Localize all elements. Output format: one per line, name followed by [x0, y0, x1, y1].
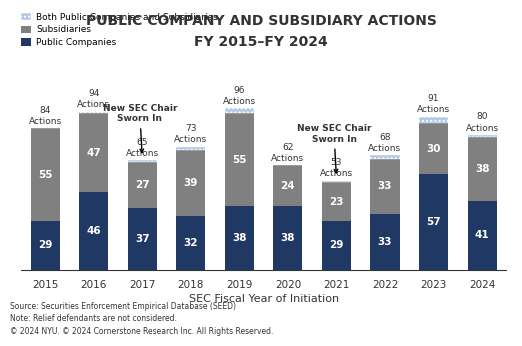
Text: 41: 41: [474, 230, 490, 240]
Text: 80
Actions: 80 Actions: [466, 112, 499, 133]
Text: FY 2015–FY 2024: FY 2015–FY 2024: [194, 35, 328, 48]
Bar: [274, 206, 302, 270]
Text: 62
Actions: 62 Actions: [271, 143, 304, 163]
Text: 37: 37: [135, 234, 150, 244]
Text: 65
Actions: 65 Actions: [126, 138, 159, 158]
Bar: [371, 214, 399, 270]
Text: 55: 55: [232, 155, 246, 164]
Text: 57: 57: [426, 217, 441, 227]
Bar: [79, 113, 108, 192]
Text: 29: 29: [329, 240, 343, 251]
Text: 73
Actions: 73 Actions: [174, 124, 207, 144]
Legend: Both Public Companies and Subsidiaries, Subsidiaries, Public Companies: Both Public Companies and Subsidiaries, …: [20, 13, 218, 47]
Text: New SEC Chair
Sworn In: New SEC Chair Sworn In: [102, 104, 177, 153]
Bar: [419, 174, 448, 270]
Bar: [176, 150, 205, 216]
Bar: [128, 160, 157, 162]
Text: Source: Securities Enforcement Empirical Database (SEED)
Note: Relief defendants: Source: Securities Enforcement Empirical…: [10, 302, 274, 336]
Bar: [128, 208, 157, 270]
Text: 94
Actions: 94 Actions: [77, 89, 110, 109]
Bar: [225, 206, 254, 270]
Bar: [176, 216, 205, 270]
Bar: [79, 192, 108, 270]
Bar: [176, 147, 205, 150]
Bar: [322, 221, 351, 270]
Text: 29: 29: [38, 240, 52, 251]
Bar: [322, 182, 351, 221]
Bar: [225, 108, 254, 113]
Bar: [322, 181, 351, 182]
Bar: [468, 135, 496, 137]
Text: 46: 46: [86, 226, 101, 236]
Text: 91
Actions: 91 Actions: [417, 94, 450, 114]
Bar: [274, 165, 302, 206]
X-axis label: SEC Fiscal Year of Initiation: SEC Fiscal Year of Initiation: [188, 294, 339, 304]
Text: 27: 27: [135, 180, 150, 190]
Text: 23: 23: [329, 197, 343, 207]
Text: 30: 30: [426, 144, 441, 154]
Text: New SEC Chair
Sworn In: New SEC Chair Sworn In: [296, 124, 371, 173]
Bar: [468, 201, 496, 270]
Bar: [31, 221, 60, 270]
Bar: [419, 117, 448, 123]
Bar: [371, 155, 399, 159]
Text: 96
Actions: 96 Actions: [223, 85, 256, 106]
Bar: [31, 128, 60, 221]
Text: 47: 47: [86, 148, 101, 158]
Bar: [225, 113, 254, 206]
Bar: [419, 123, 448, 174]
Text: 68
Actions: 68 Actions: [369, 133, 401, 153]
Text: 38: 38: [281, 233, 295, 243]
Text: 39: 39: [184, 178, 198, 188]
Text: 53
Actions: 53 Actions: [320, 158, 353, 178]
Text: 84
Actions: 84 Actions: [29, 106, 62, 126]
Text: PUBLIC COMPANY AND SUBSIDIARY ACTIONS: PUBLIC COMPANY AND SUBSIDIARY ACTIONS: [86, 14, 436, 28]
Text: 38: 38: [475, 164, 489, 174]
Text: 24: 24: [280, 181, 295, 191]
Bar: [371, 159, 399, 214]
Text: 55: 55: [38, 170, 52, 180]
Text: 32: 32: [184, 238, 198, 248]
Bar: [128, 162, 157, 208]
Bar: [79, 111, 108, 113]
Bar: [468, 137, 496, 201]
Text: 33: 33: [378, 237, 392, 247]
Text: 33: 33: [378, 182, 392, 191]
Text: 38: 38: [232, 233, 246, 243]
